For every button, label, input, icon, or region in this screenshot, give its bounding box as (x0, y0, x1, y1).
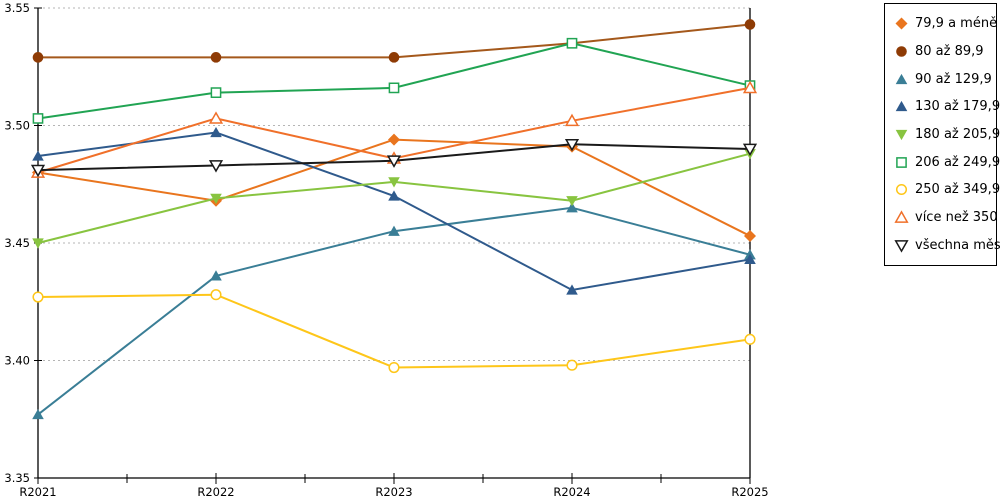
series-marker (30, 164, 46, 178)
y-tick-label: 3.35 (4, 471, 30, 485)
series-marker (566, 359, 578, 371)
legend-item-label: 90 až 129,9 (915, 71, 992, 87)
legend-item-label: 180 až 205,9 (915, 126, 1000, 142)
legend-item-label: všechna města (915, 237, 1000, 253)
series-marker (386, 155, 402, 168)
series-marker (388, 225, 400, 236)
legend-marker-shape (895, 129, 908, 141)
legend-item-label: 79,9 a méně (915, 16, 998, 32)
series-marker (208, 160, 224, 173)
legend-item: 130 až 179,9 (894, 99, 1000, 114)
series-marker (566, 37, 578, 49)
x-tick-label: R2022 (197, 485, 234, 499)
x-tick-label: R2024 (553, 485, 590, 499)
legend-item-label: více než 350 (915, 209, 998, 225)
legend-marker-shape (895, 73, 908, 84)
series-marker (388, 190, 400, 201)
legend-item: více než 350 (894, 210, 998, 225)
series-marker (32, 408, 44, 420)
series-marker (744, 253, 756, 265)
series-marker (210, 87, 222, 98)
series-marker (388, 52, 400, 63)
legend-item: 180 až 205,9 (894, 127, 1000, 142)
legend-marker-icon (895, 101, 908, 112)
chart-legend: 79,9 a méně 80 až 89,9 90 až 129,9 130 až 1… (884, 3, 1000, 266)
series-marker (388, 177, 400, 188)
series-marker (564, 138, 580, 152)
legend-item-label: 130 až 179,9 (915, 99, 1000, 115)
series-2 (32, 202, 756, 420)
series-marker (388, 362, 400, 374)
series-line (37, 206, 751, 416)
legend-marker-icon (895, 73, 908, 84)
series-marker (210, 193, 222, 204)
series-5 (32, 37, 756, 124)
series-marker (388, 82, 400, 94)
series-marker (210, 52, 222, 63)
legend-item: 90 až 129,9 (894, 72, 994, 87)
series-marker (744, 333, 756, 345)
legend-marker-shape (896, 46, 907, 57)
legend-marker-shape (894, 239, 909, 253)
legend-marker-icon (895, 184, 908, 196)
legend-item-label: 206 až 249,9 (915, 154, 1000, 170)
y-tick-label: 3.40 (4, 354, 30, 368)
y-tick-label: 3.50 (4, 119, 30, 133)
legend-marker-shape (895, 101, 908, 112)
legend-item: 80 až 89,9 (894, 44, 994, 59)
x-tick-label: R2025 (731, 485, 768, 499)
series-marker (208, 111, 224, 124)
legend-item: 206 až 249,9 (894, 155, 1000, 170)
series-8 (30, 138, 758, 178)
series-1 (32, 19, 756, 63)
series-marker (32, 238, 44, 249)
y-tick-label: 3.55 (4, 1, 30, 15)
legend-marker-icon (896, 156, 907, 168)
series-3 (32, 126, 756, 295)
series-marker (210, 126, 222, 138)
legend-marker-icon (894, 239, 909, 253)
series-marker (388, 133, 400, 146)
series-marker (32, 52, 44, 63)
series-marker (742, 143, 758, 157)
legend-item: všechna města (894, 238, 1000, 253)
x-tick-label: R2023 (375, 485, 412, 499)
legend-marker-icon (896, 46, 907, 57)
series-marker (566, 196, 578, 207)
legend-item: 250 až 349,9 (894, 182, 1000, 197)
legend-marker-shape (895, 184, 908, 196)
y-tick-label: 3.45 (4, 236, 30, 250)
series-marker (32, 113, 44, 124)
x-tick-label: R2021 (19, 485, 56, 499)
series-marker (564, 113, 580, 127)
legend-item-label: 80 až 89,9 (915, 43, 984, 59)
series-marker (744, 229, 756, 242)
series-marker (210, 289, 222, 301)
series-6 (32, 289, 756, 374)
series-marker (210, 270, 222, 281)
legend-marker-icon (895, 129, 908, 141)
legend-marker-shape (894, 210, 909, 223)
legend-item: 79,9 a méně (894, 16, 998, 32)
legend-marker-icon (894, 210, 909, 223)
series-marker (566, 284, 578, 295)
legend-marker-shape (896, 156, 907, 168)
series-marker (32, 150, 44, 161)
legend-marker-shape (895, 17, 908, 30)
series-marker (566, 202, 578, 213)
series-marker (744, 19, 756, 30)
legend-marker-icon (895, 17, 908, 30)
legend-item-label: 250 až 349,9 (915, 182, 1000, 198)
series-marker (742, 80, 758, 94)
series-marker (32, 291, 44, 303)
